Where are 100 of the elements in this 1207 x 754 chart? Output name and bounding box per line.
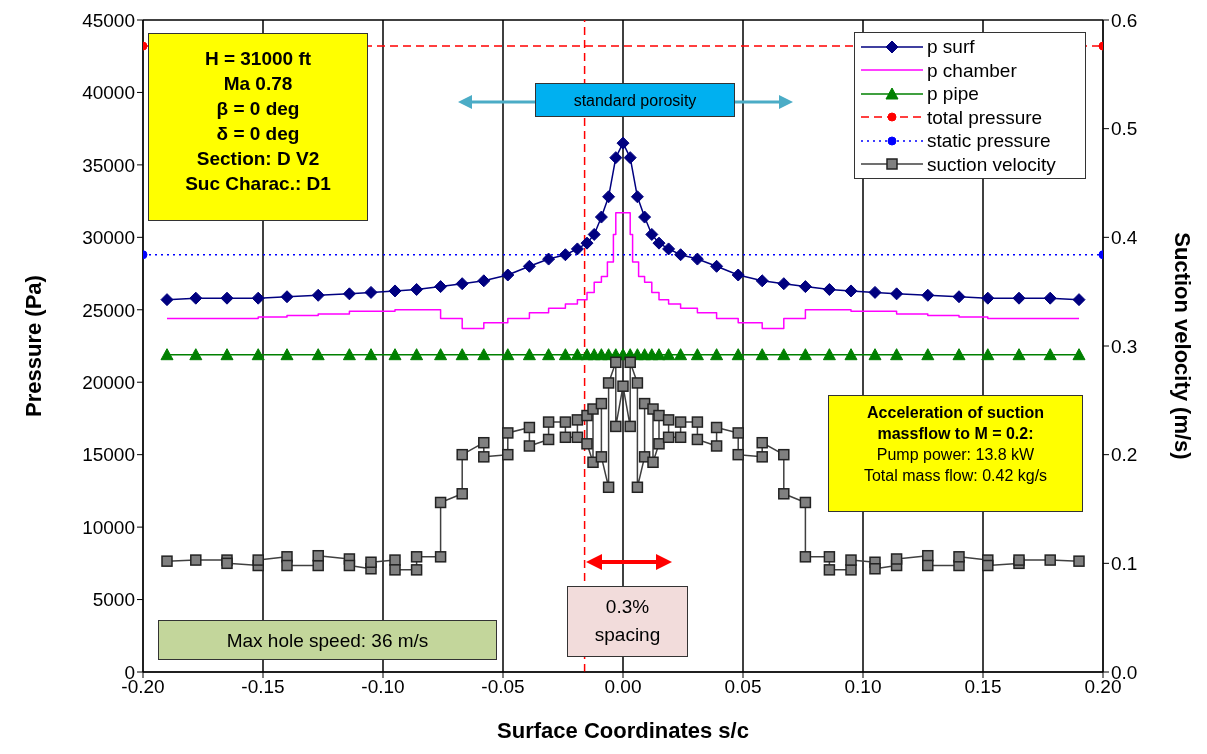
- point: [890, 348, 904, 361]
- point: [477, 274, 491, 288]
- point: [755, 348, 769, 361]
- point: [844, 284, 858, 298]
- y-tick-label: 25000: [82, 299, 135, 321]
- point: [638, 210, 652, 224]
- point: [981, 348, 995, 361]
- point: [1072, 293, 1086, 307]
- legend-label: p pipe: [927, 82, 979, 106]
- point: [710, 259, 724, 273]
- point: [522, 259, 536, 273]
- point: [623, 151, 637, 165]
- point: [388, 348, 402, 361]
- point: [251, 348, 265, 361]
- point: [342, 348, 356, 361]
- point: [662, 348, 676, 361]
- point: [1043, 348, 1057, 361]
- point: [868, 285, 882, 299]
- point: [921, 288, 935, 302]
- annotation: Acceleration of suction massflow to M = 0.2:: [866, 403, 1045, 444]
- point: [388, 284, 402, 298]
- legend-label: suction velocity: [927, 152, 1056, 176]
- point: [542, 252, 556, 266]
- point: [1043, 291, 1057, 305]
- annotation: δ = 0 deg: [215, 122, 301, 146]
- point: [220, 291, 234, 305]
- x-tick-label: 0.00: [604, 676, 642, 698]
- point: [587, 227, 601, 241]
- annotation: Section: D V2: [195, 147, 321, 171]
- point: [364, 348, 378, 361]
- point: [501, 348, 515, 361]
- point: [189, 291, 203, 305]
- point: [690, 348, 704, 361]
- point: [594, 210, 608, 224]
- text-box: 0.3% spacing: [567, 586, 688, 657]
- point: [522, 348, 536, 361]
- point: [220, 348, 234, 361]
- point: [311, 348, 325, 361]
- point: [674, 348, 688, 361]
- point: [580, 236, 594, 250]
- annotation: H = 31000 ft: [203, 47, 313, 71]
- y2-tick-label: 0.6: [1111, 9, 1138, 31]
- point: [777, 277, 791, 291]
- legend-label: total pressure: [927, 105, 1043, 129]
- annotation: 0.3% spacing: [593, 595, 662, 647]
- legend-label: p surf: [927, 35, 975, 59]
- point: [798, 280, 812, 294]
- point: [477, 348, 491, 361]
- point: [251, 291, 265, 305]
- legend-label: static pressure: [927, 129, 1051, 153]
- annotation: Pump power: 13.8 kW: [875, 445, 1036, 465]
- point: [1072, 348, 1086, 361]
- point: [280, 348, 294, 361]
- point: [645, 227, 659, 241]
- x-tick-label: -0.10: [361, 676, 405, 698]
- point: [777, 348, 791, 361]
- point: [602, 190, 616, 204]
- y2-tick-label: 0.2: [1111, 444, 1138, 466]
- point: [755, 274, 769, 288]
- point: [868, 348, 882, 361]
- point: [542, 348, 556, 361]
- point: [652, 236, 666, 250]
- point: [501, 268, 515, 282]
- point: [189, 348, 203, 361]
- text-box: standard porosity: [535, 83, 735, 117]
- y2-tick-label: 0.3: [1111, 335, 1138, 357]
- annotation: β = 0 deg: [215, 97, 301, 121]
- y2-tick-label: 0.1: [1111, 553, 1138, 575]
- point: [1012, 291, 1026, 305]
- text-box: Acceleration of suction massflow to M = 0.2: Pump power: 13.8 kW Total mass flow: 0.42 kg/s: [828, 395, 1083, 512]
- x-axis-title: Surface Coordinates s/c: [497, 718, 749, 743]
- point: [455, 277, 469, 291]
- point: [981, 291, 995, 305]
- y-tick-label: 15000: [82, 444, 135, 466]
- point: [890, 287, 904, 301]
- point: [558, 348, 572, 361]
- point: [160, 348, 174, 361]
- point: [342, 287, 356, 301]
- point: [731, 268, 745, 282]
- point: [844, 348, 858, 361]
- y-tick-label: 45000: [82, 9, 135, 31]
- y-axis-title: Pressure (Pa): [20, 275, 46, 417]
- point: [674, 248, 688, 262]
- annotation: Total mass flow: 0.42 kg/s: [862, 466, 1049, 486]
- point: [570, 242, 584, 256]
- y-tick-label: 20000: [82, 371, 135, 393]
- x-tick-label: 0.15: [964, 676, 1002, 698]
- point: [434, 348, 448, 361]
- annotation: Ma 0.78: [222, 72, 294, 96]
- point: [410, 282, 424, 296]
- point: [690, 252, 704, 266]
- point: [616, 136, 630, 150]
- y-tick-label: 40000: [82, 82, 135, 104]
- point: [280, 290, 294, 304]
- point: [570, 348, 584, 361]
- x-tick-label: 0.10: [844, 676, 882, 698]
- point: [710, 348, 724, 361]
- point: [731, 348, 745, 361]
- point: [434, 280, 448, 294]
- point: [952, 290, 966, 304]
